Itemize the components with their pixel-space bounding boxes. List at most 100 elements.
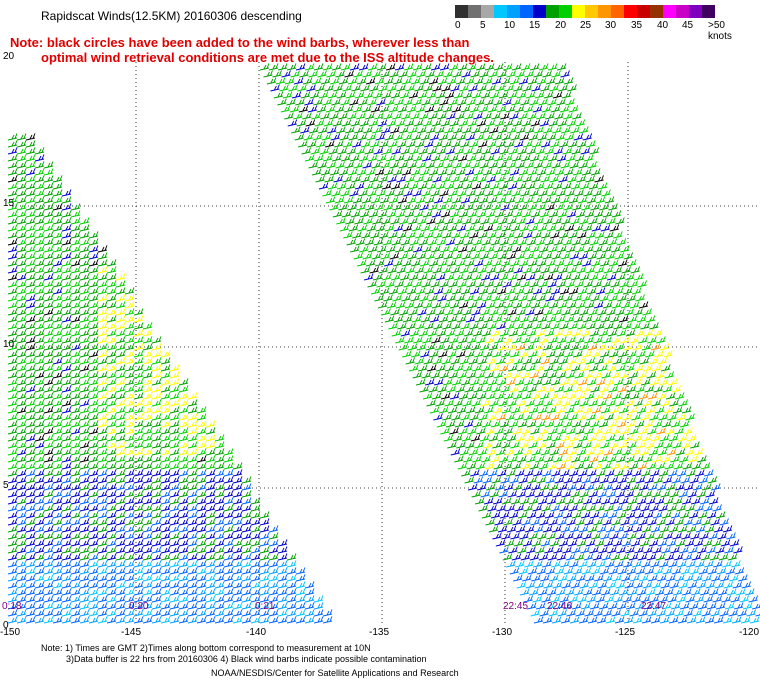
wind-barb: [559, 322, 569, 330]
wind-barb: [268, 532, 279, 540]
wind-barb: [505, 287, 516, 295]
wind-barb: [453, 91, 464, 99]
wind-barb: [352, 140, 362, 148]
wind-barb: [647, 609, 657, 617]
wind-barb: [169, 588, 180, 596]
wind-barb: [562, 147, 573, 155]
wind-barb: [433, 140, 443, 148]
wind-barb: [79, 231, 90, 239]
wind-barb: [88, 245, 99, 253]
wind-barb: [366, 133, 377, 141]
wind-barb: [555, 532, 565, 540]
wind-barb: [465, 350, 475, 358]
wind-barb: [526, 546, 536, 554]
wind-barb: [88, 322, 99, 330]
wind-barb: [605, 560, 615, 568]
legend-swatch: [689, 5, 702, 18]
wind-barb: [34, 434, 45, 442]
wind-barb: [489, 126, 499, 134]
wind-barb: [52, 364, 63, 372]
wind-barb: [601, 280, 611, 288]
wind-barb: [142, 595, 153, 603]
wind-barb: [61, 434, 72, 442]
wind-barb: [124, 364, 135, 372]
wind-barb: [491, 476, 502, 484]
wind-barb: [661, 511, 672, 519]
wind-barb: [614, 434, 625, 442]
wind-barb: [516, 91, 527, 99]
wind-barb: [542, 525, 553, 533]
wind-barb: [664, 588, 674, 596]
wind-barb: [423, 357, 434, 365]
wind-barb: [544, 364, 554, 372]
wind-barb: [160, 350, 171, 358]
wind-barb: [550, 413, 560, 421]
wind-barb: [16, 441, 27, 449]
wind-barb: [52, 294, 63, 302]
wind-barb: [568, 504, 578, 512]
wind-barb: [34, 490, 45, 498]
wind-barb: [656, 336, 666, 344]
legend-swatch: [546, 5, 559, 18]
lon-label: -120: [739, 627, 760, 638]
wind-barb: [506, 434, 517, 442]
wind-barb: [241, 595, 252, 603]
wind-barb: [556, 63, 567, 71]
wind-barb: [378, 175, 388, 183]
wind-barb: [223, 546, 234, 554]
wind-barb: [115, 371, 126, 379]
wind-barb: [178, 441, 189, 449]
wind-barb: [79, 343, 90, 351]
wind-barb: [556, 371, 567, 379]
wind-barb: [654, 441, 664, 449]
wind-barb: [612, 448, 623, 456]
wind-barb: [16, 539, 27, 547]
wind-barb: [538, 553, 549, 561]
wind-barb: [422, 119, 433, 127]
wind-barb: [643, 329, 654, 337]
wind-barb: [606, 399, 616, 407]
wind-barb: [600, 350, 610, 358]
legend-swatch: [702, 5, 715, 18]
wind-barb: [705, 581, 716, 589]
wind-barb: [241, 539, 252, 547]
wind-barb: [426, 91, 437, 99]
wind-barb: [509, 168, 520, 176]
wind-barb: [88, 574, 99, 582]
wind-barb: [205, 504, 216, 512]
wind-barb: [133, 434, 144, 442]
wind-barb: [376, 63, 387, 71]
wind-barb: [88, 490, 99, 498]
wind-barb: [683, 609, 693, 617]
wind-barb: [582, 133, 593, 141]
wind-barb: [449, 427, 459, 435]
wind-barb: [523, 322, 533, 330]
wind-barb: [34, 602, 45, 610]
wind-barb: [500, 385, 510, 393]
wind-barb: [61, 448, 72, 456]
wind-barb: [532, 140, 542, 148]
wind-barb: [720, 574, 730, 582]
wind-barb: [43, 308, 54, 316]
wind-barb: [214, 588, 225, 596]
wind-barb: [241, 602, 252, 610]
wind-barb: [458, 245, 468, 253]
wind-barb: [61, 371, 72, 379]
wind-barb: [450, 84, 460, 92]
wind-barb: [388, 105, 399, 113]
wind-barb: [679, 546, 689, 554]
wind-barb: [749, 616, 760, 624]
wind-barb: [250, 553, 261, 561]
wind-barb: [70, 427, 81, 435]
wind-barb: [305, 119, 316, 127]
wind-barb: [536, 476, 547, 484]
wind-barb: [560, 161, 570, 169]
wind-barb: [606, 581, 617, 589]
wind-barb: [694, 504, 704, 512]
wind-barb: [617, 294, 627, 302]
wind-barb: [468, 448, 479, 456]
wind-barb: [500, 77, 511, 85]
wind-barb: [404, 336, 414, 344]
wind-barb: [706, 546, 716, 554]
wind-barb: [651, 490, 661, 498]
